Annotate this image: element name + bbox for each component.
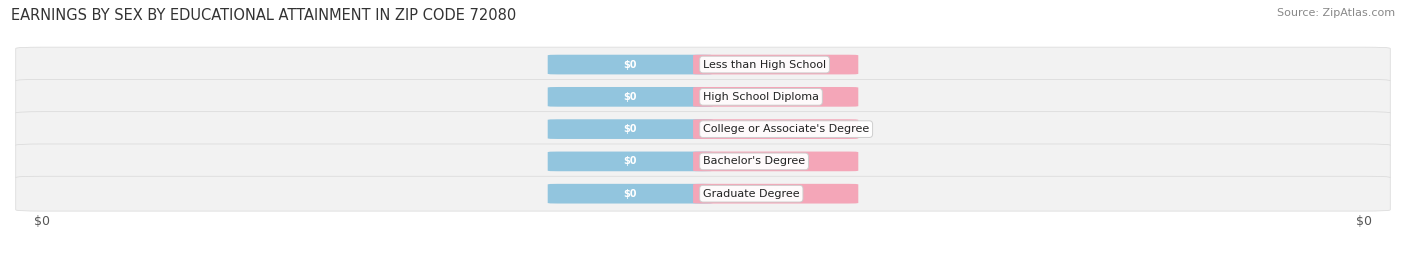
FancyBboxPatch shape [548, 151, 713, 171]
FancyBboxPatch shape [693, 119, 858, 139]
FancyBboxPatch shape [15, 144, 1391, 179]
FancyBboxPatch shape [15, 112, 1391, 147]
Text: $0: $0 [769, 59, 783, 70]
Text: $0: $0 [623, 156, 637, 167]
Text: $0: $0 [623, 124, 637, 134]
FancyBboxPatch shape [548, 55, 713, 75]
Text: Bachelor's Degree: Bachelor's Degree [703, 156, 806, 167]
Text: EARNINGS BY SEX BY EDUCATIONAL ATTAINMENT IN ZIP CODE 72080: EARNINGS BY SEX BY EDUCATIONAL ATTAINMEN… [11, 8, 516, 23]
FancyBboxPatch shape [693, 55, 858, 75]
FancyBboxPatch shape [548, 184, 713, 204]
Text: $0: $0 [769, 156, 783, 167]
FancyBboxPatch shape [693, 87, 858, 107]
Text: Less than High School: Less than High School [703, 59, 827, 70]
Text: $0: $0 [769, 92, 783, 102]
Text: $0: $0 [623, 59, 637, 70]
FancyBboxPatch shape [693, 184, 858, 204]
Text: $0: $0 [623, 189, 637, 199]
Text: Source: ZipAtlas.com: Source: ZipAtlas.com [1277, 8, 1395, 18]
FancyBboxPatch shape [548, 87, 713, 107]
Text: $0: $0 [769, 189, 783, 199]
FancyBboxPatch shape [693, 151, 858, 171]
FancyBboxPatch shape [15, 47, 1391, 82]
Text: College or Associate's Degree: College or Associate's Degree [703, 124, 869, 134]
Text: $0: $0 [769, 124, 783, 134]
Text: $0: $0 [623, 92, 637, 102]
Text: Graduate Degree: Graduate Degree [703, 189, 800, 199]
FancyBboxPatch shape [15, 176, 1391, 211]
FancyBboxPatch shape [548, 119, 713, 139]
FancyBboxPatch shape [15, 79, 1391, 114]
Text: High School Diploma: High School Diploma [703, 92, 820, 102]
Legend: Male, Female: Male, Female [630, 267, 776, 269]
